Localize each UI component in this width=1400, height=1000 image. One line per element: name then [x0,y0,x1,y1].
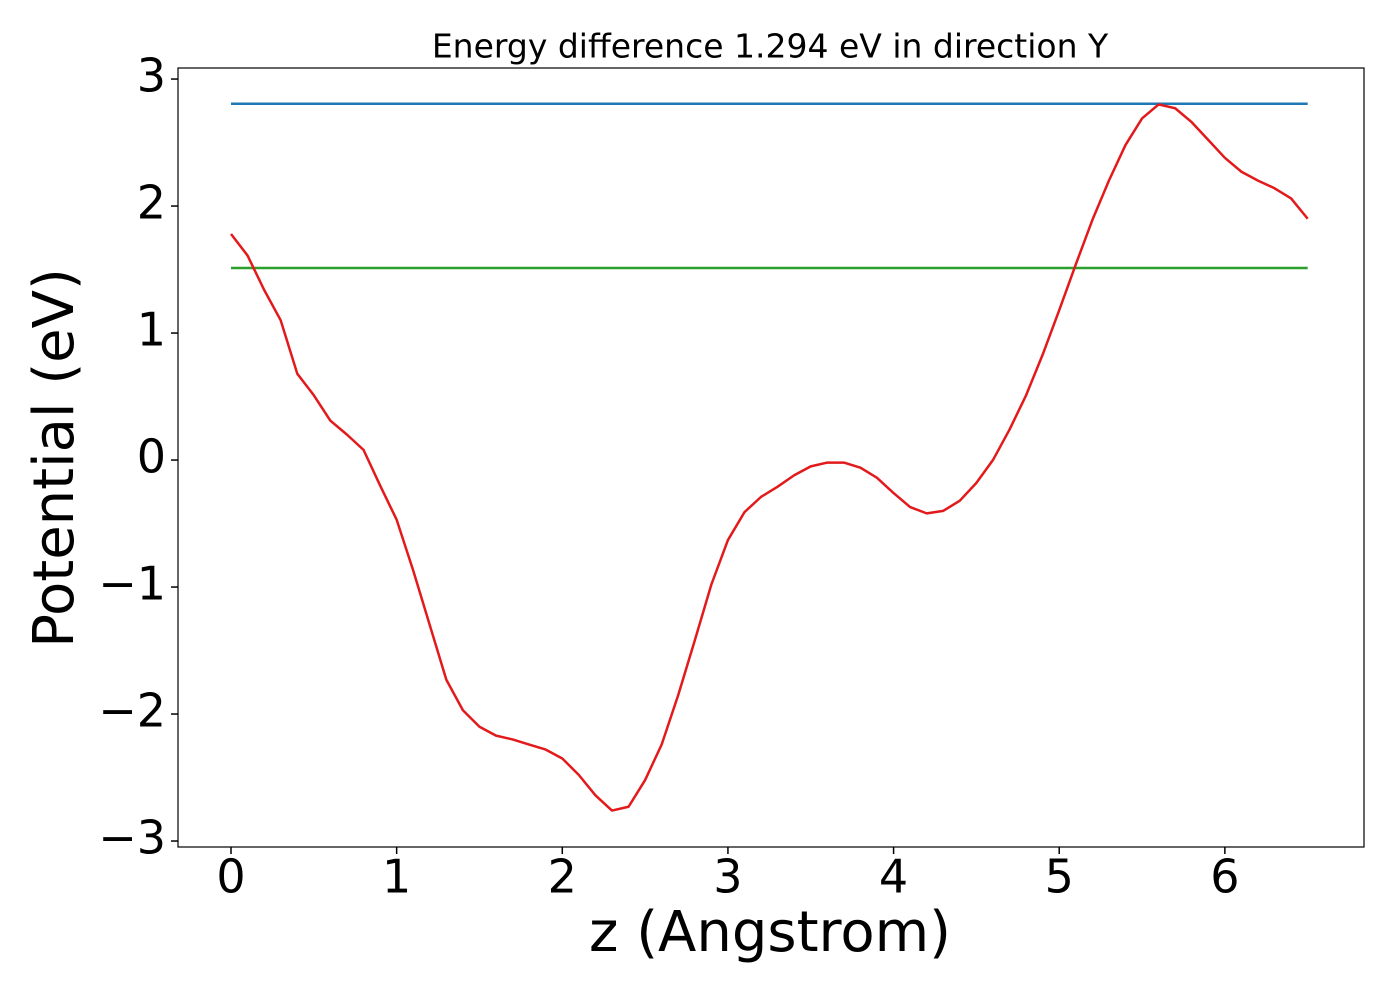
y-axis-label: Potential (eV) [22,268,87,648]
x-tick-label: 0 [216,850,245,904]
y-tick-label: −1 [98,557,166,611]
y-tick-label: 0 [137,430,166,484]
series-line [230,103,1309,812]
y-tick-label: −3 [98,811,166,865]
chart-title: Energy difference 1.294 eV in direction … [432,27,1109,66]
x-tick-label: 4 [879,850,908,904]
plot-frame [177,67,1365,848]
y-tick-label: −2 [98,684,166,738]
x-tick-label: 2 [548,850,577,904]
x-tick-label: 6 [1210,850,1239,904]
x-tick-label: 1 [382,850,411,904]
y-tick-label: 1 [137,303,166,357]
x-axis-label: z (Angstrom) [589,900,951,965]
y-tick-label: 3 [137,49,166,103]
y-tick-label: 2 [137,176,166,230]
x-tick-label: 5 [1045,850,1074,904]
x-tick-label: 3 [713,850,742,904]
